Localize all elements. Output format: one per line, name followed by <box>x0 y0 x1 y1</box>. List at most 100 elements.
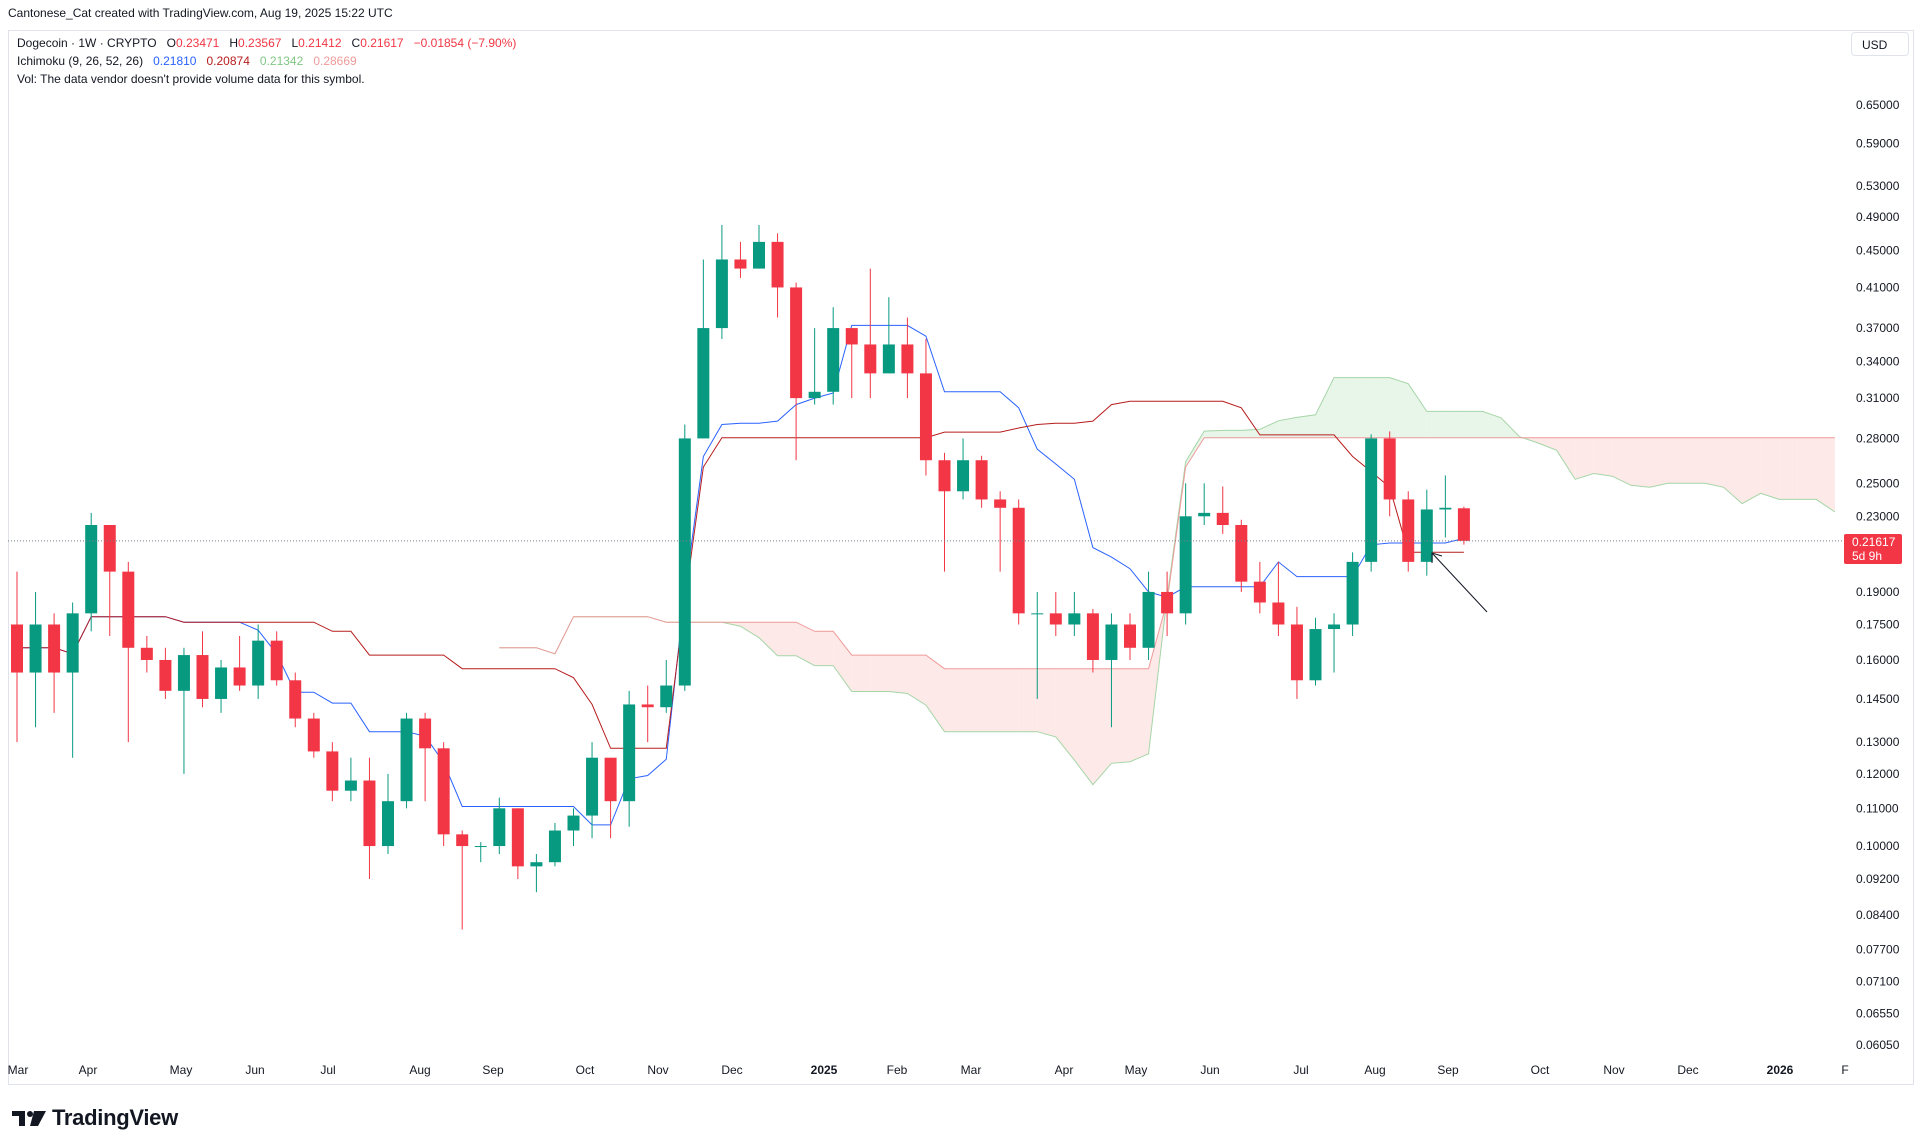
candle <box>474 842 487 863</box>
candle-body <box>307 718 320 752</box>
tradingview-logo[interactable]: TradingView <box>12 1105 178 1131</box>
candle-body <box>344 780 357 791</box>
legend: Dogecoin · 1W · CRYPTO O0.23471 H0.23567… <box>17 34 516 88</box>
candle-body <box>252 640 265 686</box>
price-tick-label: 0.10000 <box>1856 839 1900 853</box>
candle-body <box>363 780 376 847</box>
candle-body <box>1383 438 1396 500</box>
candle-body <box>1309 629 1322 681</box>
price-tick-label: 0.11000 <box>1856 801 1899 815</box>
time-tick-label: Aug <box>1364 1063 1385 1077</box>
candle <box>48 613 61 713</box>
candle <box>919 338 932 476</box>
candle-body <box>919 373 932 461</box>
change-value: −0.01854 (−7.90%) <box>413 36 517 50</box>
candle <box>715 225 728 339</box>
cloud-segment <box>1352 377 1372 438</box>
candle-body <box>586 757 599 816</box>
cloud-segment <box>1556 437 1576 480</box>
price-tick-label: 0.07700 <box>1856 943 1900 957</box>
candle-body <box>233 667 246 686</box>
candle-body <box>493 808 506 847</box>
candle-body <box>177 655 190 691</box>
time-axis: Mar Apr May Jun Jul Aug Sep Oct Nov Dec 2025 Feb Mar… <box>8 1063 1849 1077</box>
cloud-segment <box>1575 437 1594 480</box>
attribution-text: Cantonese_Cat created with TradingView.c… <box>8 6 393 20</box>
ichimoku-tenkan-value: 0.21810 <box>153 54 197 68</box>
candle-body <box>289 680 302 719</box>
candle <box>994 491 1007 572</box>
price-tick-label: 0.06550 <box>1856 1007 1900 1021</box>
candle-body <box>938 460 951 492</box>
ichimoku-kijun-line <box>17 400 1464 749</box>
candle <box>382 773 394 855</box>
candle <box>1328 613 1341 673</box>
close-value: 0.21617 <box>360 36 404 50</box>
cloud-segment <box>1667 437 1687 484</box>
candle <box>1365 434 1378 572</box>
candle <box>957 438 970 500</box>
cloud-segment <box>1111 668 1130 764</box>
candle-body <box>456 834 469 847</box>
cloud-segment <box>1074 668 1093 785</box>
ichimoku-label[interactable]: Ichimoku (9, 26, 52, 26) <box>17 54 144 68</box>
time-tick-label: Nov <box>647 1063 668 1077</box>
candle <box>623 690 636 827</box>
candle-body <box>400 718 413 802</box>
tradingview-mark-icon <box>12 1111 46 1126</box>
cloud-segment <box>1482 411 1501 438</box>
time-tick-label: F <box>1841 1063 1848 1077</box>
candle-body <box>957 460 970 492</box>
time-tick-label: May <box>1125 1063 1148 1077</box>
candle-body <box>1142 591 1155 648</box>
cloud-segment <box>796 622 815 666</box>
cloud-segment <box>1259 420 1279 438</box>
candle-body <box>1439 507 1452 510</box>
ichimoku-cloud <box>536 377 1835 785</box>
candle <box>307 712 320 758</box>
symbol-row: Dogecoin · 1W · CRYPTO O0.23471 H0.23567… <box>17 34 516 52</box>
candle-body <box>122 571 135 648</box>
candle <box>1457 506 1470 545</box>
candle <box>827 307 840 405</box>
candle <box>103 525 116 636</box>
candle <box>233 635 246 691</box>
cloud-segment <box>1371 377 1390 438</box>
candle-body <box>660 685 673 708</box>
time-tick-label: Jul <box>320 1063 335 1077</box>
candle <box>66 602 79 758</box>
candle <box>808 328 821 405</box>
time-tick-label: Mar <box>8 1063 29 1077</box>
candle <box>567 808 580 847</box>
cloud-segment <box>814 631 834 666</box>
low-label: L <box>291 36 299 50</box>
candle <box>1124 613 1136 660</box>
candle <box>1439 475 1452 538</box>
cloud-segment <box>1185 431 1205 468</box>
cloud-segment <box>981 668 1001 732</box>
candle-body <box>1235 525 1248 582</box>
candle <box>678 424 691 691</box>
candle <box>641 685 654 743</box>
time-tick-label: Mar <box>961 1063 982 1077</box>
cloud-segment <box>1130 668 1149 762</box>
symbol-name[interactable]: Dogecoin · 1W · CRYPTO <box>17 36 157 50</box>
candle-body <box>1124 624 1136 648</box>
candle <box>437 742 450 847</box>
candle-body <box>1457 508 1470 541</box>
cloud-segment <box>1445 411 1464 438</box>
chart-frame <box>8 30 1914 1085</box>
price-tick-label: 0.07100 <box>1856 975 1900 989</box>
candle-body <box>753 241 765 269</box>
candle <box>604 757 617 839</box>
candle-body <box>419 718 432 749</box>
cloud-segment <box>1686 437 1706 484</box>
candle-body <box>103 525 116 572</box>
candle <box>159 647 172 699</box>
currency-button[interactable]: USD <box>1851 32 1909 56</box>
candle-body <box>1086 613 1099 660</box>
candle <box>845 328 858 399</box>
volume-note: Vol: The data vendor doesn't provide vol… <box>17 72 365 86</box>
candle <box>29 591 42 728</box>
